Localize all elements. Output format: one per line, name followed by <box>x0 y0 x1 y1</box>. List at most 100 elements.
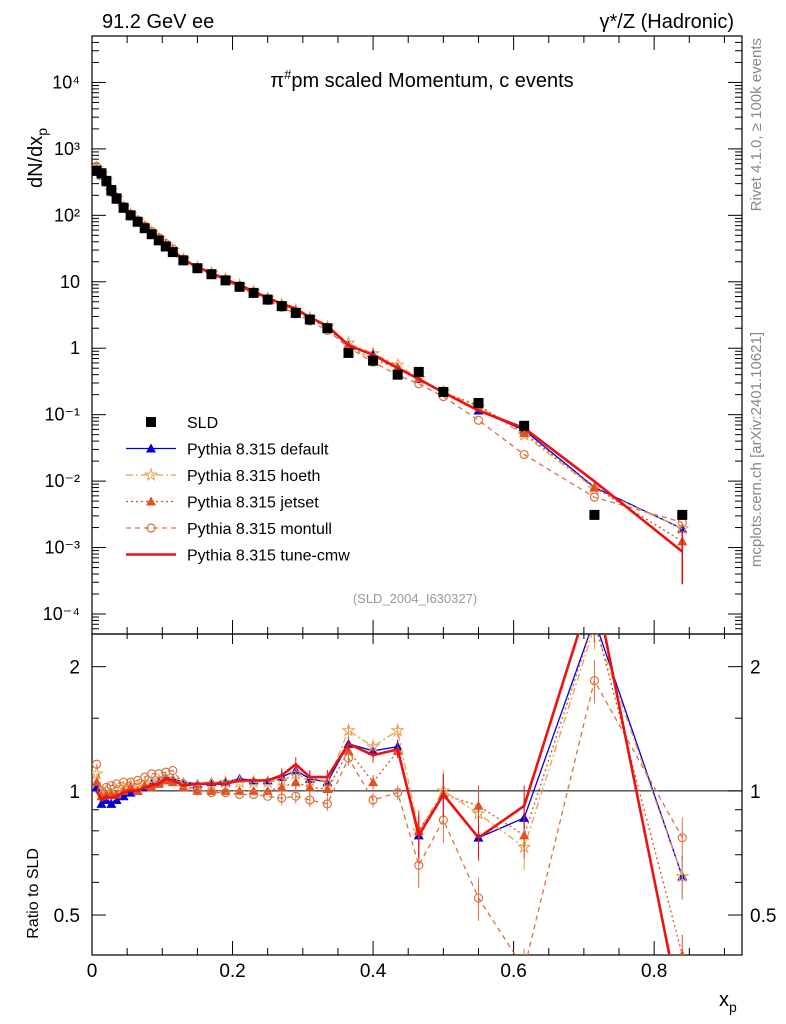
x-tick-label: 0.8 <box>641 961 667 982</box>
series-point-jetset <box>519 427 530 437</box>
legend-entry: SLD <box>146 415 218 432</box>
data-point-sld <box>153 235 164 246</box>
data-point-sld <box>178 255 189 266</box>
series-ratio-point-montull <box>192 786 203 796</box>
series-ratio-point-default <box>106 798 117 808</box>
data-point-sld <box>220 275 231 286</box>
series-ratio-point-montull <box>589 676 600 686</box>
header-process: γ*/Z (Hadronic) <box>600 11 734 33</box>
data-point-sld <box>677 509 688 520</box>
series-ratio-point-jetset <box>679 950 686 955</box>
series-ratio-point-montull <box>126 777 136 787</box>
x-tick-label: 0.2 <box>219 961 245 982</box>
series-ratio-point-montull <box>343 753 354 763</box>
series-ratio-point-hoeth <box>341 723 356 737</box>
series-ratio-point-montull <box>277 793 287 803</box>
series-ratio-point-default <box>101 795 112 805</box>
series-line-default <box>96 169 683 530</box>
series-ratio-point-default <box>589 615 599 624</box>
data-point-sld <box>248 287 259 298</box>
data-point-sld <box>146 229 157 240</box>
y-axis-label: dN/dxp <box>25 128 50 188</box>
ratio-plot-frame <box>91 633 743 956</box>
series-line-montull <box>96 166 683 524</box>
series-ratio-point-jetset <box>290 777 301 787</box>
series-ratio-point-montull <box>322 799 333 809</box>
data-point-sld <box>276 301 287 312</box>
legend-marker <box>146 417 156 427</box>
data-point-sld <box>167 247 178 258</box>
series-jetset-ratio <box>92 615 686 955</box>
analysis-tag: (SLD_2004_I630327) <box>353 591 477 606</box>
series-ratio-point-montull <box>168 765 178 776</box>
series-ratio-point-montull <box>414 860 424 870</box>
series-ratio-point-montull <box>220 788 231 798</box>
y-tick-label: 10² <box>54 205 80 225</box>
ratio-y-tick-label-right: 0.5 <box>750 906 776 927</box>
series-ratio-point-hoeth <box>675 868 690 883</box>
series-tune-cmw-main <box>95 169 684 553</box>
series-hoeth-main <box>92 160 690 535</box>
legend-entry: Pythia 8.315 montull <box>126 521 332 538</box>
x-tick-label: 0 <box>87 961 98 982</box>
y-tick-label: 1 <box>70 338 80 358</box>
series-ratio-point-jetset <box>92 777 102 787</box>
data-point-sld <box>234 281 245 292</box>
legend-label: Pythia 8.315 default <box>187 442 329 459</box>
series-ratio-point-jetset <box>589 615 599 624</box>
series-point-montull <box>473 415 484 425</box>
legend-label: SLD <box>187 415 218 432</box>
y-tick-label: 10 <box>60 272 80 292</box>
ratio-y-tick-label: 2 <box>69 658 80 679</box>
plot-title: π#pm scaled Momentum, c events <box>270 67 573 92</box>
legend-entry: Pythia 8.315 tune-cmw <box>126 548 350 565</box>
series-montull-main <box>92 161 687 528</box>
series-ratio-point-hoeth <box>589 621 600 632</box>
data-point-sld <box>343 347 354 358</box>
data-point-sld <box>519 420 530 431</box>
series-ratio-line-jetset <box>95 634 683 955</box>
series-ratio-point-default <box>111 795 122 805</box>
data-point-sld <box>322 323 333 334</box>
series-ratio-point-default <box>96 798 107 808</box>
series-ratio-point-jetset <box>322 784 333 794</box>
series-ratio-line-montull <box>95 678 683 955</box>
legend-label: Pythia 8.315 hoeth <box>187 468 320 485</box>
legend-entry: Pythia 8.315 default <box>126 442 329 459</box>
series-ratio-point-montull <box>234 789 245 800</box>
series-ratio-point-montull <box>147 769 157 779</box>
y-tick-label: 10⁻³ <box>44 538 80 558</box>
ratio-y-tick-label-right: 1 <box>750 782 761 803</box>
legend-entry: Pythia 8.315 hoeth <box>126 467 320 485</box>
x-tick-label: 0.6 <box>500 961 526 982</box>
data-point-sld <box>118 202 129 213</box>
series-ratio-point-montull <box>161 767 171 777</box>
side-rivet-label: Rivet 4.1.0, ≥ 100k events <box>748 38 765 211</box>
data-point-sld <box>304 314 315 325</box>
y-tick-label: 10⁻² <box>44 471 80 491</box>
data-point-sld <box>125 210 136 221</box>
series-default-main <box>92 165 688 533</box>
y-tick-label: 10³ <box>54 139 80 159</box>
series-point-montull <box>519 449 529 460</box>
legend-marker <box>143 467 159 482</box>
series-ratio-point-jetset <box>304 782 315 792</box>
series-ratio-line-tune-cmw <box>95 634 671 955</box>
series-ratio-point-montull <box>473 893 484 903</box>
data-point-sld <box>413 366 424 377</box>
series-ratio-point-montull <box>393 788 403 798</box>
data-point-sld <box>139 223 150 234</box>
data-point-sld <box>392 369 403 380</box>
legend-marker <box>146 496 156 506</box>
legend-label: Pythia 8.315 montull <box>187 521 332 538</box>
series-point-jetset <box>589 482 600 492</box>
series-line-hoeth <box>96 167 683 530</box>
header-energy: 91.2 GeV ee <box>102 11 214 33</box>
series-default-ratio <box>92 615 688 900</box>
data-sld-main <box>92 165 688 520</box>
series-ratio-point-jetset <box>519 830 530 840</box>
series-montull-ratio <box>92 660 687 955</box>
series-point-montull <box>589 492 600 502</box>
data-point-sld <box>368 355 379 366</box>
y-tick-label: 10⁴ <box>52 72 80 92</box>
